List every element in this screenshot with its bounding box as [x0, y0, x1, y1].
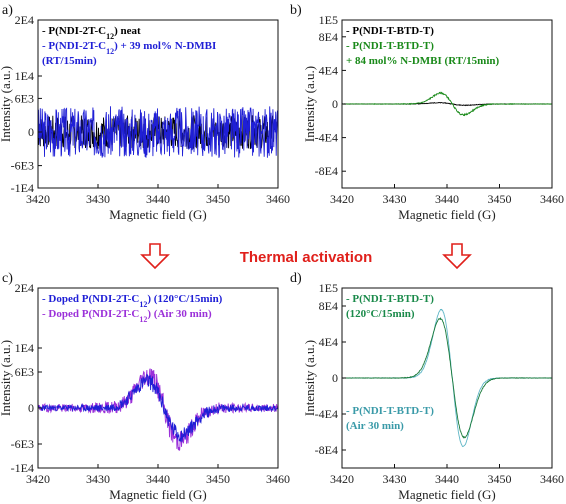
x-tick-label: 3450: [206, 192, 230, 206]
x-axis-label: Magnetic field (G): [398, 207, 495, 222]
legend-entry: (Air 30 min): [346, 420, 404, 432]
chart-panel-2: b) 3420 3430 3440 3450 3460 1E5 8E4 4E4 0 -4E4 -8E4…: [290, 3, 564, 222]
y-tick-label: 0: [332, 371, 338, 385]
x-tick-label: 3420: [330, 472, 354, 486]
legend-entry: - P(NDI-T-BTD-T): [346, 405, 434, 417]
x-tick-label: 3420: [330, 192, 354, 206]
chart-panel-1: a) 3420 3430 3440 3450 3460 2E4 1E4 6E3 0 -6E3 -1E4…: [0, 3, 290, 222]
y-axis-label: Intensity (a.u.): [0, 340, 13, 416]
y-tick-label: -8E4: [315, 164, 338, 178]
x-tick-label: 3460: [266, 192, 290, 206]
legend-entry: - P(NDI-T-BTD-T): [346, 293, 434, 305]
x-axis-label: Magnetic field (G): [109, 207, 206, 222]
x-tick-label: 3420: [26, 192, 50, 206]
y-tick-label: 1E5: [319, 281, 338, 295]
x-tick-label: 3440: [146, 192, 170, 206]
legend-entry: (120°C/15min): [346, 308, 415, 320]
thermal-activation-label: Thermal activation: [240, 249, 373, 266]
legend-entry: - P(NDI-T-BTD-T): [346, 25, 434, 37]
x-tick-label: 3450: [488, 192, 512, 206]
legend-entry: - Doped P(NDI-2T-C12) (Air 30 min): [42, 308, 212, 324]
chart-panel-3: c) 3420 3430 3440 3450 3460 2E4 1E4 6E3 0 -6E3 -1E4…: [0, 271, 290, 502]
x-axis-label: Magnetic field (G): [109, 487, 206, 502]
chart-panel-4: d) 3420 3430 3440 3450 3460 1E5 8E4 4E4 0 -4E4 -8E4…: [290, 271, 564, 502]
y-tick-label: -1E4: [11, 181, 34, 195]
x-tick-label: 3430: [383, 192, 407, 206]
legend-entry: - P(NDI-2T-C12) neat: [42, 25, 141, 41]
legend-entry: + 84 mol% N-DMBI (RT/15min): [346, 55, 499, 67]
y-tick-label: 0: [28, 401, 34, 415]
legend-entry: - Doped P(NDI-2T-C12) (120°C/15min): [42, 293, 223, 309]
x-tick-label: 3450: [488, 472, 512, 486]
x-tick-label: 3460: [540, 192, 564, 206]
y-tick-label: 4E4: [319, 335, 338, 349]
y-tick-label: 2E4: [15, 281, 34, 295]
x-tick-label: 3430: [86, 472, 110, 486]
x-tick-label: 3420: [26, 472, 50, 486]
x-tick-label: 3440: [146, 472, 170, 486]
y-tick-label: 6E3: [15, 91, 34, 105]
y-tick-label: 8E4: [319, 299, 338, 313]
x-tick-label: 3430: [86, 192, 110, 206]
y-tick-label: -1E4: [11, 461, 34, 475]
panel-letter: a): [2, 3, 13, 18]
y-axis-label: Intensity (a.u.): [302, 340, 317, 416]
x-tick-label: 3460: [540, 472, 564, 486]
y-tick-label: 8E4: [319, 30, 338, 44]
y-tick-label: 2E4: [15, 13, 34, 27]
x-axis-label: Magnetic field (G): [398, 487, 495, 502]
panel-letter: d): [290, 271, 302, 286]
y-tick-label: 4E4: [319, 63, 338, 77]
legend-entry: (RT/15min): [42, 55, 97, 67]
y-tick-label: 1E4: [15, 69, 34, 83]
legend-entry: - P(NDI-T-BTD-T): [346, 40, 434, 52]
series-line-2: [342, 316, 552, 440]
y-tick-label: 1E4: [15, 341, 34, 355]
y-tick-label: 1E5: [319, 13, 338, 27]
series-line-2: [38, 106, 278, 158]
y-tick-label: 0: [28, 125, 34, 139]
panel-letter: c): [2, 271, 13, 286]
y-axis-label: Intensity (a.u.): [302, 66, 317, 142]
x-tick-label: 3440: [435, 472, 459, 486]
y-tick-label: -6E3: [11, 437, 34, 451]
series-line-2: [342, 91, 552, 117]
x-tick-label: 3460: [266, 472, 290, 486]
y-tick-label: 0: [332, 97, 338, 111]
x-tick-label: 3430: [383, 472, 407, 486]
panel-letter: b): [290, 3, 302, 18]
x-tick-label: 3450: [206, 472, 230, 486]
legend-entry: - P(NDI-2T-C12) + 39 mol% N-DMBI: [42, 40, 216, 56]
y-tick-label: -4E4: [315, 407, 338, 421]
y-axis-label: Intensity (a.u.): [0, 66, 13, 142]
series-line-1: [38, 368, 278, 452]
y-tick-label: 6E3: [15, 365, 34, 379]
series-line-2: [38, 373, 278, 443]
x-tick-label: 3440: [435, 192, 459, 206]
y-tick-label: -4E4: [315, 131, 338, 145]
down-arrow-icon-right: [442, 243, 472, 270]
y-tick-label: -6E3: [11, 159, 34, 173]
y-tick-label: -8E4: [315, 443, 338, 457]
down-arrow-icon-left: [140, 243, 170, 270]
